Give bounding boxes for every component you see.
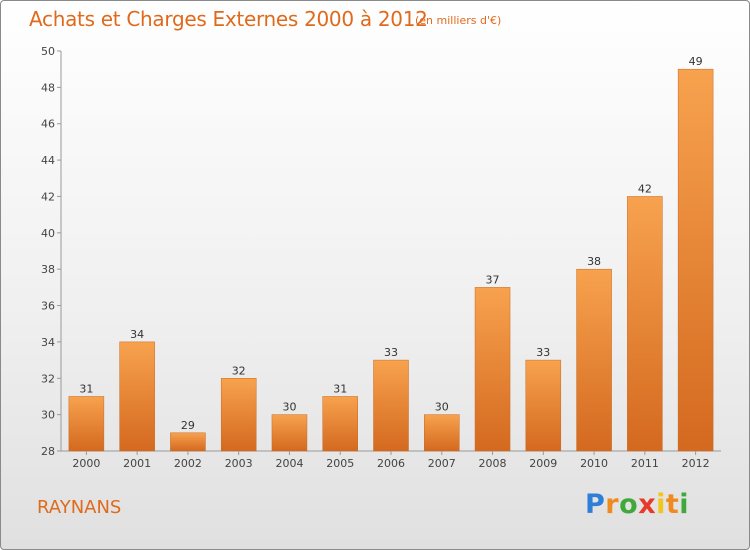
bar-value-label: 32 [232, 364, 246, 377]
y-tick-label: 46 [41, 118, 55, 131]
x-tick-label: 2009 [529, 457, 557, 470]
y-tick-label: 40 [41, 227, 55, 240]
chart-title: Achats et Charges Externes 2000 à 2012 [29, 7, 428, 31]
y-tick-label: 32 [41, 372, 55, 385]
bar-value-label: 37 [486, 273, 500, 286]
x-tick-label: 2011 [631, 457, 659, 470]
bar-value-label: 31 [79, 382, 93, 395]
x-tick-label: 2010 [580, 457, 608, 470]
bar [627, 196, 663, 452]
x-tick-label: 2005 [326, 457, 354, 470]
y-tick-label: 36 [41, 300, 55, 313]
bar-value-label: 33 [384, 346, 398, 359]
bar [119, 341, 155, 452]
commune-name: RAYNANS [37, 497, 122, 518]
bar [220, 378, 257, 452]
x-tick-label: 2008 [479, 457, 507, 470]
y-tick-label: 50 [41, 45, 55, 58]
bar-value-label: 38 [587, 255, 601, 268]
bar-value-label: 42 [638, 182, 652, 195]
bar-value-label: 29 [181, 419, 195, 432]
x-tick-label: 2001 [123, 457, 151, 470]
bar-value-label: 30 [435, 401, 449, 414]
x-tick-label: 2003 [225, 457, 253, 470]
bar [373, 359, 409, 452]
y-tick-label: 48 [41, 81, 55, 94]
y-tick-label: 34 [41, 336, 55, 349]
y-tick-label: 28 [41, 445, 55, 458]
bar [322, 396, 358, 452]
x-tick-label: 2002 [174, 457, 202, 470]
bar [271, 414, 308, 452]
x-tick-label: 2007 [428, 457, 456, 470]
bar [170, 432, 206, 452]
x-tick-label: 2012 [682, 457, 710, 470]
bar [576, 268, 612, 452]
y-tick-label: 44 [41, 154, 55, 167]
y-tick-label: 30 [41, 409, 55, 422]
bar-value-label: 49 [689, 55, 703, 68]
chart-subtitle: (en milliers d'€) [415, 14, 502, 27]
bar [424, 414, 460, 452]
bar [474, 287, 511, 452]
bar-value-label: 34 [130, 328, 144, 341]
x-tick-label: 2006 [377, 457, 405, 470]
y-tick-label: 38 [41, 263, 55, 276]
x-tick-label: 2000 [72, 457, 100, 470]
proxiti-logo: Proxiti [585, 489, 690, 520]
bar-value-label: 30 [282, 401, 296, 414]
y-tick-label: 42 [41, 190, 55, 203]
bar-value-label: 31 [333, 382, 347, 395]
bar-value-label: 33 [536, 346, 550, 359]
bar [677, 68, 714, 452]
bar [68, 396, 105, 452]
x-tick-label: 2004 [275, 457, 303, 470]
bar [525, 359, 562, 452]
